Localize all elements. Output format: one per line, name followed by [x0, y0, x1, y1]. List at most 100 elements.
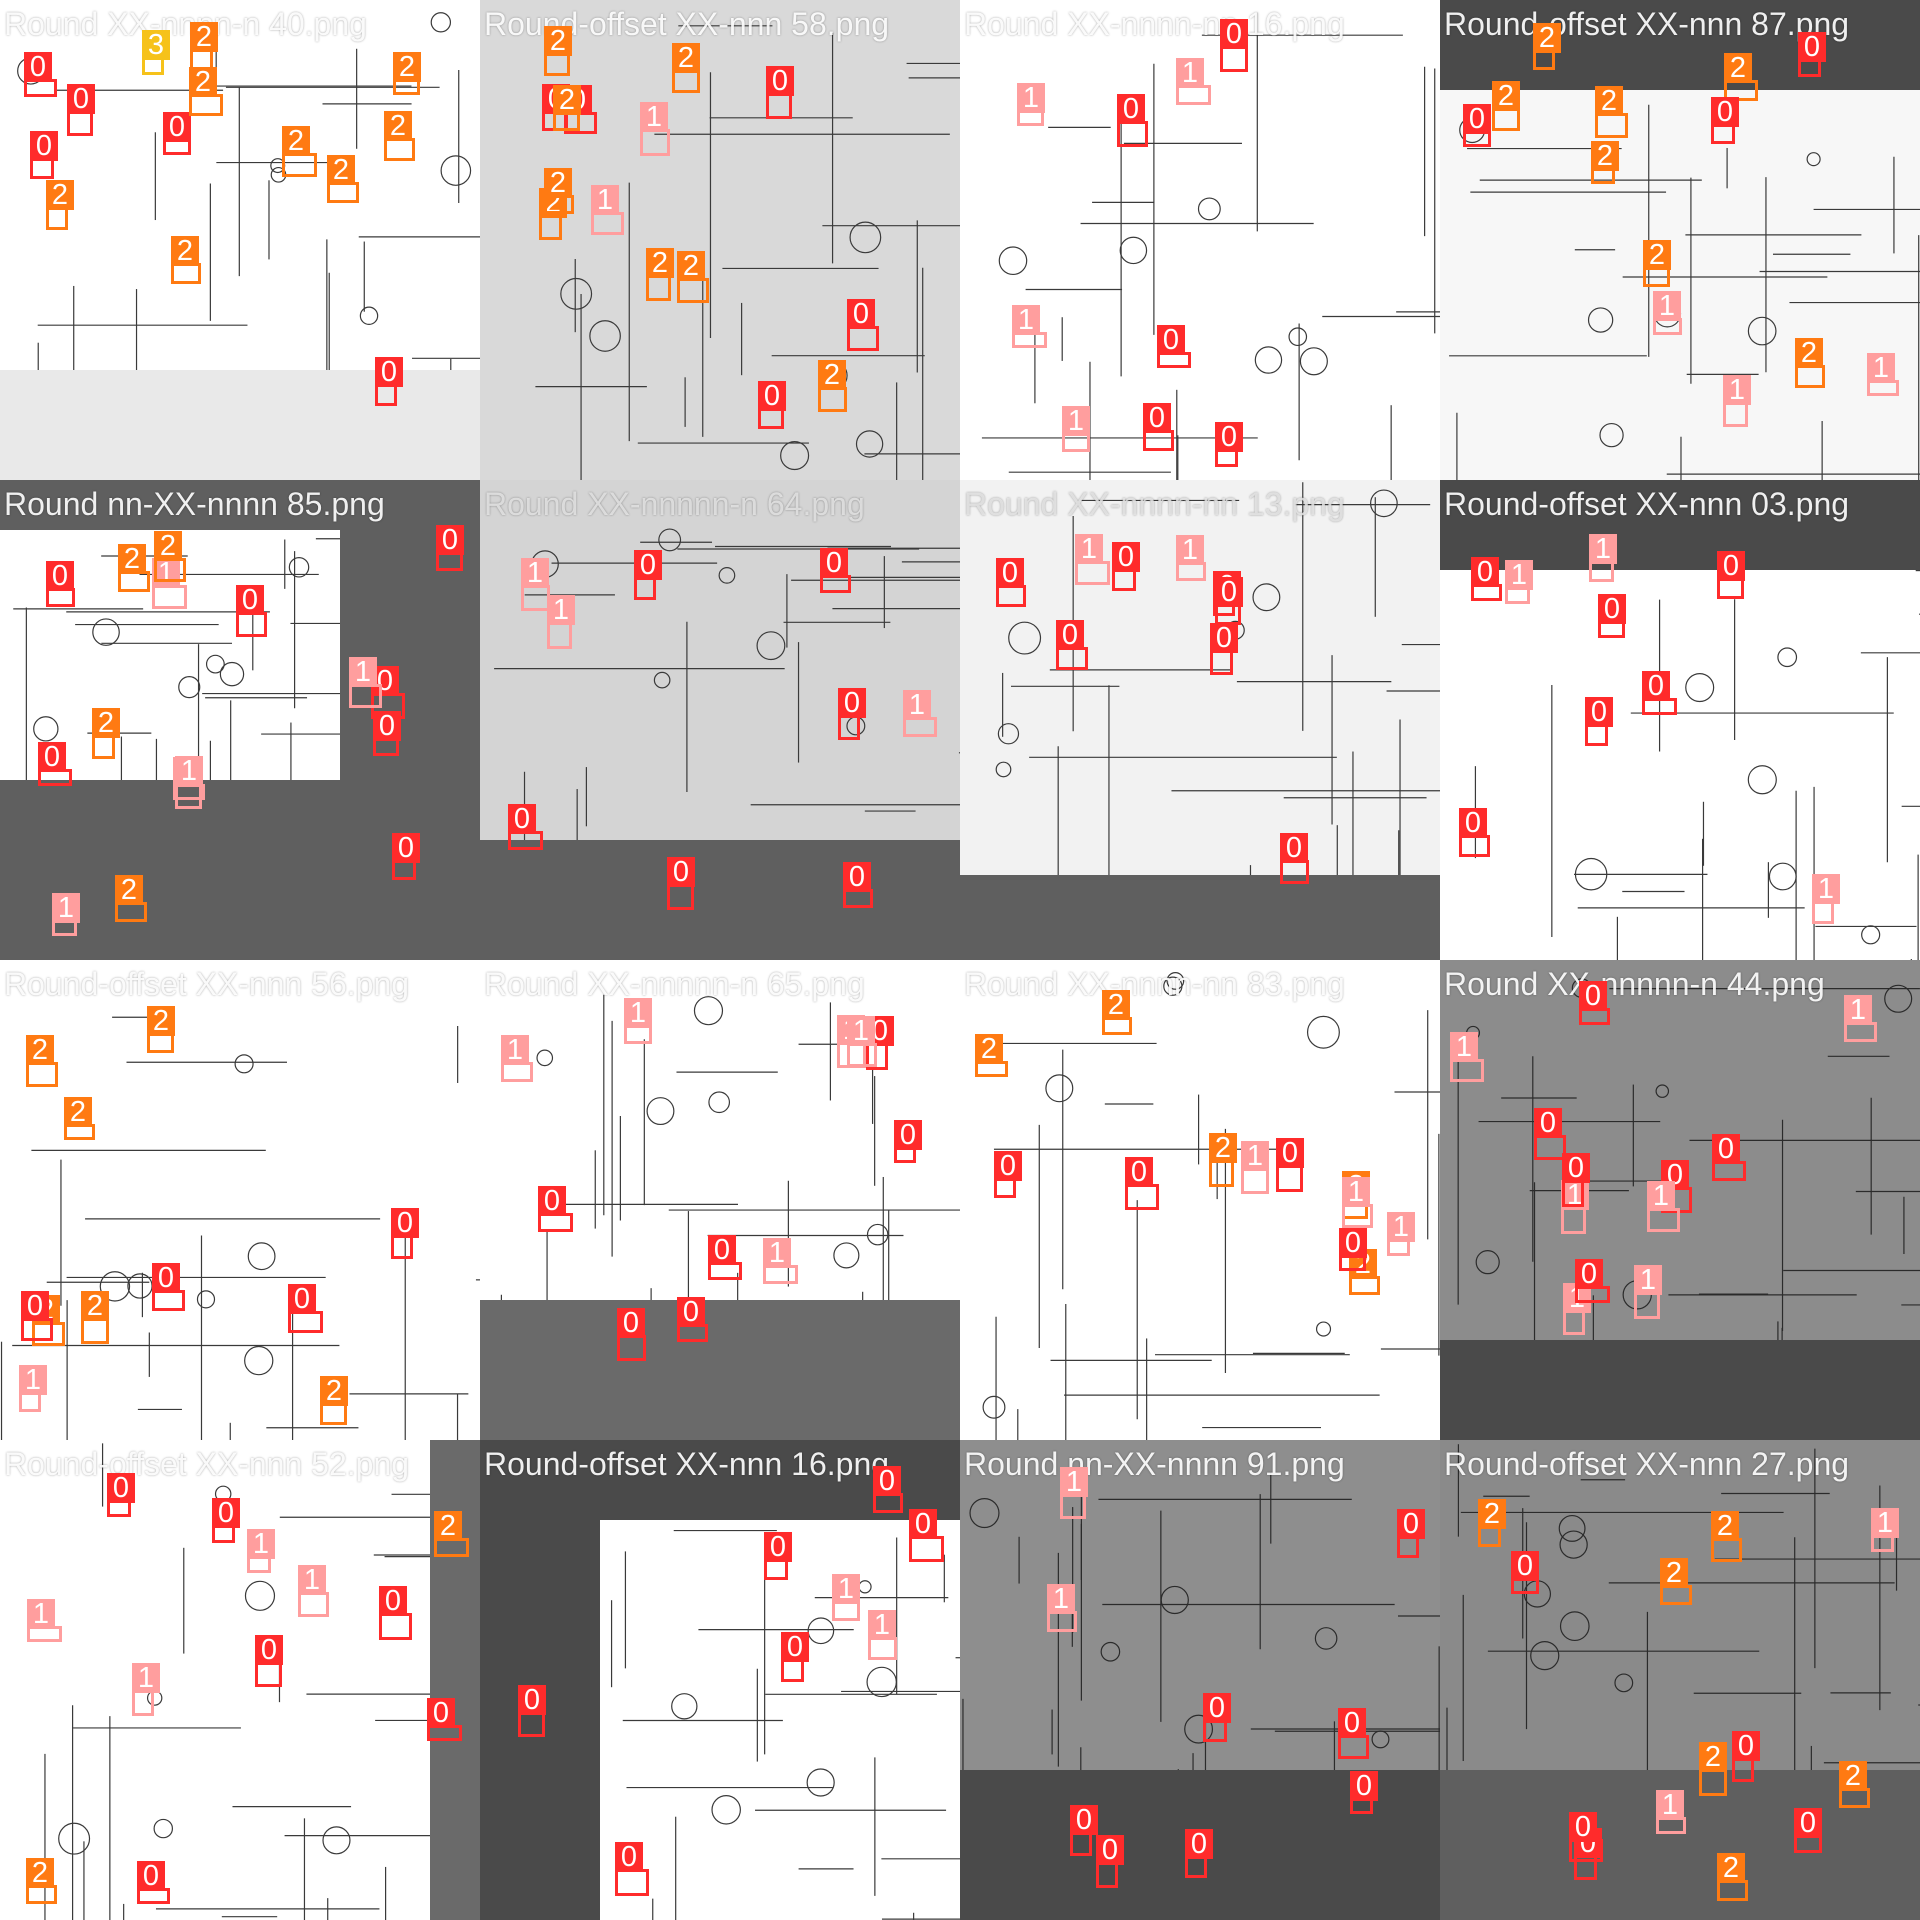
detection-box: 0	[820, 548, 851, 593]
detection-box: 1	[1867, 353, 1899, 396]
class-label: 1	[521, 558, 549, 588]
instrument-symbol	[244, 1580, 276, 1611]
class-label: 0	[152, 1263, 180, 1293]
detection-box: 0	[21, 1291, 53, 1341]
detection-box: 1	[175, 756, 203, 809]
detection-box: 1	[591, 185, 624, 235]
detection-box: 0	[634, 550, 662, 600]
instrument-symbol	[997, 723, 1020, 745]
class-label: 1	[903, 690, 931, 720]
class-label: 0	[1642, 671, 1670, 701]
instrument-symbol	[1163, 976, 1183, 996]
class-label: 0	[1203, 1693, 1231, 1723]
class-label: 1	[1342, 1177, 1370, 1207]
pid-drawing-area	[0, 960, 480, 1440]
instrument-symbol	[693, 996, 724, 1026]
class-label: 2	[1492, 81, 1520, 111]
class-label: 1	[1647, 1181, 1675, 1211]
class-label: 1	[27, 1599, 55, 1629]
detection-box: 0	[1056, 620, 1088, 670]
class-label: 0	[1732, 1731, 1760, 1761]
detection-box: 1	[1060, 1467, 1088, 1519]
class-label: 0	[1598, 594, 1626, 624]
detection-box: 0	[1070, 1805, 1098, 1856]
detection-box: 0	[764, 1532, 792, 1580]
detection-box: 0	[1642, 671, 1677, 715]
class-label: 1	[175, 756, 203, 786]
detection-box: 1	[1634, 1265, 1662, 1319]
detection-box: 2	[384, 111, 415, 161]
class-label: 1	[247, 1529, 275, 1559]
detection-box: 0	[766, 66, 794, 119]
detection-box: 0	[847, 299, 879, 351]
pid-line-art	[0, 1016, 480, 1440]
detection-box: 0	[1579, 981, 1610, 1025]
class-label: 0	[766, 66, 794, 96]
detection-box: 0	[1732, 1731, 1760, 1782]
detection-box: 2	[1102, 990, 1132, 1035]
detection-box: 2	[92, 708, 120, 759]
detection-box: 1	[547, 595, 575, 649]
class-label: 0	[46, 561, 74, 591]
class-label: 1	[1723, 375, 1751, 405]
detection-box: 1	[52, 893, 80, 936]
class-label: 0	[781, 1632, 809, 1662]
class-label: 0	[1096, 1835, 1124, 1865]
instrument-symbol	[178, 676, 201, 699]
class-label: 0	[373, 711, 401, 741]
class-label: 0	[1350, 1771, 1378, 1801]
detection-box: 0	[1185, 1829, 1213, 1878]
detection-box: 3	[142, 30, 170, 75]
class-label: 0	[436, 525, 464, 555]
detection-box: 2	[544, 168, 574, 214]
instrument-symbol	[1254, 346, 1283, 374]
mosaic-tile: Round-offset XX-nnn 87.png 0 2 2 2 2 2 2 2 1 0 1 1 0	[1440, 0, 1920, 480]
class-label: 0	[843, 862, 871, 892]
detection-box: 0	[1712, 1134, 1746, 1181]
class-label: 0	[1798, 32, 1826, 62]
instrument-symbol	[1614, 1673, 1634, 1693]
class-label: 0	[1397, 1509, 1425, 1539]
instrument-symbol	[995, 761, 1012, 778]
class-label: 2	[677, 251, 705, 281]
class-label: 1	[1012, 305, 1040, 335]
detection-box: 0	[67, 84, 95, 136]
detection-box: 2	[64, 1097, 95, 1140]
detection-box: 0	[38, 742, 72, 786]
class-label: 0	[1794, 1808, 1822, 1838]
mosaic-tile: Round nn-XX-nnnn 85.png1001100110002222	[0, 480, 480, 960]
class-label: 2	[147, 1006, 175, 1036]
class-label: 0	[508, 804, 536, 834]
class-label: 0	[1185, 1829, 1213, 1859]
class-label: 0	[838, 688, 866, 718]
instrument-symbol	[33, 716, 59, 742]
detection-box: 2	[646, 248, 674, 301]
class-label: 0	[758, 381, 786, 411]
detection-box: 2	[1492, 81, 1520, 131]
class-label: 1	[591, 185, 619, 215]
detection-box: 0	[255, 1635, 283, 1687]
detection-box: 2	[190, 22, 218, 70]
pid-line-art	[962, 1471, 1440, 1770]
class-label: 0	[1712, 1134, 1740, 1164]
detection-box: 0	[1096, 1835, 1124, 1888]
detection-box: 1	[1176, 58, 1211, 105]
class-label: 0	[1157, 325, 1185, 355]
class-label: 1	[1505, 560, 1533, 590]
class-label: 2	[544, 26, 572, 56]
mosaic-tile: Round-offset XX-nnn 52.png 0 0 1 1 0 2 2 1 1 0 0 0	[0, 1440, 480, 1920]
class-label: 0	[764, 1532, 792, 1562]
instrument-symbol	[244, 1345, 274, 1376]
pid-drawing-area	[1440, 1440, 1920, 1770]
class-label: 0	[518, 1685, 546, 1715]
instrument-symbol	[998, 246, 1028, 276]
class-label: 1	[501, 1035, 529, 1065]
class-label: 2	[1478, 1499, 1506, 1529]
instrument-symbol	[1166, 972, 1185, 990]
class-label: 1	[1589, 534, 1617, 564]
detection-box: 2	[327, 155, 359, 203]
class-label: 2	[81, 1291, 109, 1321]
mosaic-tile: Round-offset XX-nnn 58.png01001002222222…	[480, 0, 960, 480]
instrument-symbol	[196, 1290, 216, 1309]
